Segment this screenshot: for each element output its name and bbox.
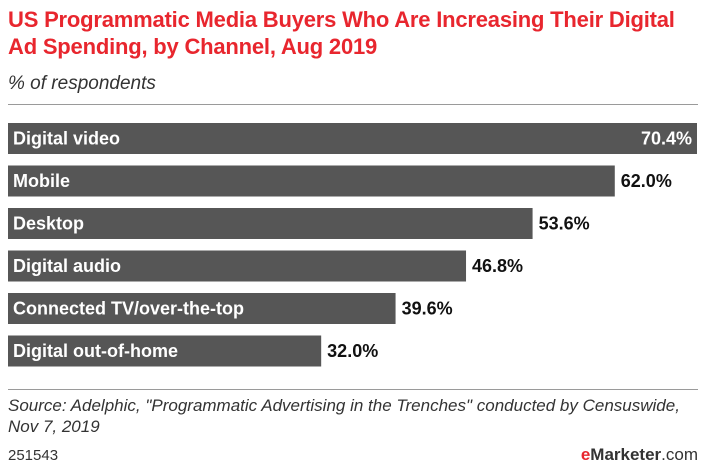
bar-1: [8, 165, 615, 197]
chart-title: US Programmatic Media Buyers Who Are Inc…: [8, 7, 675, 59]
chart-id: 251543: [8, 447, 59, 464]
value-label-5: 32.0%: [327, 341, 378, 361]
category-label-2: Desktop: [13, 214, 84, 234]
value-label-0: 70.4%: [641, 129, 692, 149]
bar-chart: Digital video 70.4% Mobile 62.0% Desktop 53.6…: [8, 123, 697, 367]
value-label-1: 62.0%: [621, 171, 672, 191]
category-label-3: Digital audio: [13, 256, 121, 276]
category-label-5: Digital out-of-home: [13, 341, 178, 361]
bottom-divider: [8, 389, 698, 390]
value-label-2: 53.6%: [539, 214, 590, 234]
category-label-4: Connected TV/over-the-top: [13, 299, 244, 319]
bar-2: [8, 208, 533, 239]
bar-5: [8, 335, 322, 367]
source-note: Source: Adelphic, "Programmatic Advertis…: [8, 396, 680, 436]
bar-0: [8, 123, 697, 154]
value-label-3: 46.8%: [472, 256, 523, 276]
bar-3: [8, 250, 467, 282]
category-label-0: Digital video: [13, 129, 120, 149]
value-label-4: 39.6%: [402, 299, 453, 319]
chart-subtitle: % of respondents: [8, 73, 156, 94]
emarketer-logo[interactable]: eMarketer.com: [580, 445, 698, 464]
category-label-1: Mobile: [13, 171, 70, 191]
top-divider: [8, 104, 698, 105]
bar-4: [8, 293, 396, 324]
